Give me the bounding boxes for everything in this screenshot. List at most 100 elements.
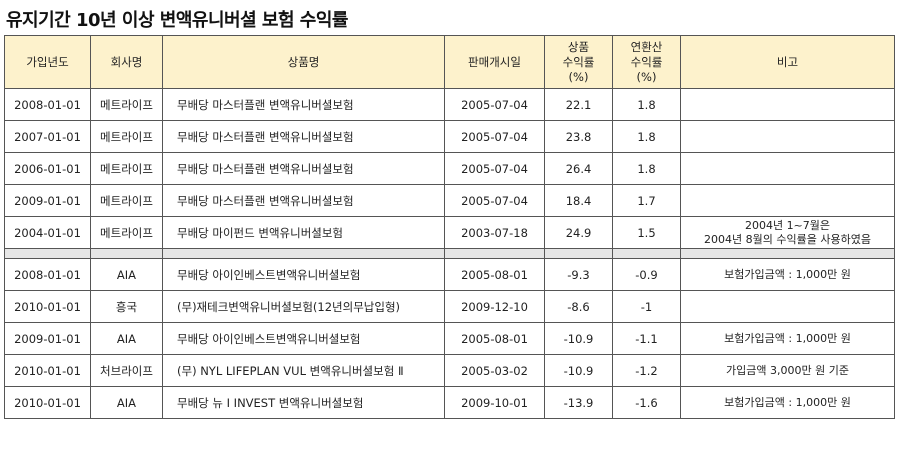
table-row: 2006-01-01 메트라이프 무배당 마스터플랜 변액유니버셜보험 2005… xyxy=(4,152,895,185)
cell-product-return: -8.6 xyxy=(544,290,613,323)
returns-table: 가입년도 회사명 상품명 판매개시일 상품 수익률 (%) 연환산 수익률 (%… xyxy=(4,35,895,419)
cell-join-year: 2008-01-01 xyxy=(4,88,91,121)
cell-product-return: 23.8 xyxy=(544,120,613,153)
cell-launch-date: 2009-12-10 xyxy=(444,290,545,323)
header-product-return-line: 수익률 xyxy=(562,54,595,69)
cell-annual-return: 1.8 xyxy=(612,120,681,153)
header-launch-date: 판매개시일 xyxy=(444,35,545,89)
header-product-return-line: (%) xyxy=(568,69,589,84)
separator-cell xyxy=(162,248,445,259)
cell-join-year: 2009-01-01 xyxy=(4,322,91,355)
cell-product: (무) NYL LIFEPLAN VUL 변액유니버셜보험 Ⅱ xyxy=(162,354,445,387)
note-line: 2004년 8월의 수익률을 사용하였음 xyxy=(704,232,871,246)
cell-company: 메트라이프 xyxy=(90,184,163,217)
cell-product: 무배당 마이펀드 변액유니버셜보험 xyxy=(162,216,445,249)
cell-product: 무배당 아이인베스트변액유니버셜보험 xyxy=(162,322,445,355)
separator-cell xyxy=(444,248,545,259)
cell-join-year: 2009-01-01 xyxy=(4,184,91,217)
note-line: 2004년 1~7월은 xyxy=(744,218,831,232)
cell-join-year: 2004-01-01 xyxy=(4,216,91,249)
cell-product: 무배당 마스터플랜 변액유니버셜보험 xyxy=(162,120,445,153)
cell-annual-return: -1.2 xyxy=(612,354,681,387)
cell-join-year: 2010-01-01 xyxy=(4,386,91,419)
page-title: 유지기간 10년 이상 변액유니버셜 보험 수익률 xyxy=(6,10,348,31)
cell-join-year: 2006-01-01 xyxy=(4,152,91,185)
cell-company: AIA xyxy=(90,386,163,419)
cell-annual-return: 1.5 xyxy=(612,216,681,249)
cell-product-return: 18.4 xyxy=(544,184,613,217)
table-row: 2010-01-01 AIA 무배당 뉴 I INVEST 변액유니버셜보험 2… xyxy=(4,386,895,419)
cell-company: 메트라이프 xyxy=(90,120,163,153)
cell-note xyxy=(680,120,895,153)
cell-product: 무배당 아이인베스트변액유니버셜보험 xyxy=(162,258,445,291)
cell-product: 무배당 마스터플랜 변액유니버셜보험 xyxy=(162,184,445,217)
cell-join-year: 2007-01-01 xyxy=(4,120,91,153)
cell-annual-return: 1.7 xyxy=(612,184,681,217)
cell-note xyxy=(680,88,895,121)
cell-note xyxy=(680,152,895,185)
cell-company: 처브라이프 xyxy=(90,354,163,387)
cell-launch-date: 2005-03-02 xyxy=(444,354,545,387)
cell-note: 가입금액 3,000만 원 기준 xyxy=(680,354,895,387)
header-annual-return: 연환산 수익률 (%) xyxy=(612,35,681,89)
separator-cell xyxy=(612,248,681,259)
cell-join-year: 2010-01-01 xyxy=(4,354,91,387)
cell-join-year: 2008-01-01 xyxy=(4,258,91,291)
cell-company: AIA xyxy=(90,322,163,355)
cell-launch-date: 2005-08-01 xyxy=(444,258,545,291)
table-row: 2009-01-01 AIA 무배당 아이인베스트변액유니버셜보험 2005-0… xyxy=(4,322,895,355)
header-product-return: 상품 수익률 (%) xyxy=(544,35,613,89)
header-company: 회사명 xyxy=(90,35,163,89)
cell-product-return: -10.9 xyxy=(544,354,613,387)
cell-launch-date: 2005-07-04 xyxy=(444,88,545,121)
cell-annual-return: -1 xyxy=(612,290,681,323)
cell-launch-date: 2005-07-04 xyxy=(444,184,545,217)
cell-product-return: 22.1 xyxy=(544,88,613,121)
cell-launch-date: 2009-10-01 xyxy=(444,386,545,419)
table-row: 2010-01-01 흥국 (무)재테크변액유니버셜보험(12년의무납입형) 2… xyxy=(4,290,895,323)
cell-launch-date: 2003-07-18 xyxy=(444,216,545,249)
table-row: 2009-01-01 메트라이프 무배당 마스터플랜 변액유니버셜보험 2005… xyxy=(4,184,895,217)
cell-product-return: -10.9 xyxy=(544,322,613,355)
cell-company: 메트라이프 xyxy=(90,216,163,249)
cell-annual-return: 1.8 xyxy=(612,88,681,121)
cell-annual-return: -1.6 xyxy=(612,386,681,419)
group-separator-row xyxy=(4,248,895,259)
cell-company: 메트라이프 xyxy=(90,152,163,185)
cell-note xyxy=(680,290,895,323)
cell-product: (무)재테크변액유니버셜보험(12년의무납입형) xyxy=(162,290,445,323)
separator-cell xyxy=(90,248,163,259)
table-row: 2008-01-01 AIA 무배당 아이인베스트변액유니버셜보험 2005-0… xyxy=(4,258,895,291)
cell-annual-return: -1.1 xyxy=(612,322,681,355)
cell-annual-return: -0.9 xyxy=(612,258,681,291)
header-product-return-line: 상품 xyxy=(567,39,590,54)
header-annual-return-line: (%) xyxy=(636,69,657,84)
cell-product: 무배당 마스터플랜 변액유니버셜보험 xyxy=(162,152,445,185)
cell-product: 무배당 뉴 I INVEST 변액유니버셜보험 xyxy=(162,386,445,419)
header-note: 비고 xyxy=(680,35,895,89)
cell-launch-date: 2005-07-04 xyxy=(444,152,545,185)
cell-company: 메트라이프 xyxy=(90,88,163,121)
separator-cell xyxy=(544,248,613,259)
cell-note: 보험가입금액 : 1,000만 원 xyxy=(680,322,895,355)
cell-note: 보험가입금액 : 1,000만 원 xyxy=(680,386,895,419)
table-row: 2008-01-01 메트라이프 무배당 마스터플랜 변액유니버셜보험 2005… xyxy=(4,88,895,121)
cell-annual-return: 1.8 xyxy=(612,152,681,185)
table-row: 2004-01-01 메트라이프 무배당 마이펀드 변액유니버셜보험 2003-… xyxy=(4,216,895,249)
header-product: 상품명 xyxy=(162,35,445,89)
cell-product-return: -13.9 xyxy=(544,386,613,419)
cell-note xyxy=(680,184,895,217)
cell-product-return: -9.3 xyxy=(544,258,613,291)
cell-launch-date: 2005-08-01 xyxy=(444,322,545,355)
header-annual-return-line: 연환산 xyxy=(630,39,663,54)
cell-product-return: 24.9 xyxy=(544,216,613,249)
cell-note: 보험가입금액 : 1,000만 원 xyxy=(680,258,895,291)
cell-join-year: 2010-01-01 xyxy=(4,290,91,323)
separator-cell xyxy=(680,248,895,259)
table-row: 2007-01-01 메트라이프 무배당 마스터플랜 변액유니버셜보험 2005… xyxy=(4,120,895,153)
header-annual-return-line: 수익률 xyxy=(630,54,663,69)
table-row: 2010-01-01 처브라이프 (무) NYL LIFEPLAN VUL 변액… xyxy=(4,354,895,387)
cell-company: 흥국 xyxy=(90,290,163,323)
separator-cell xyxy=(4,248,91,259)
cell-launch-date: 2005-07-04 xyxy=(444,120,545,153)
